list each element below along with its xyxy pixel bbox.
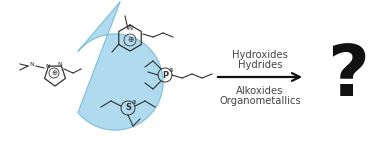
Text: N: N bbox=[127, 25, 133, 31]
Text: Hydroxides: Hydroxides bbox=[232, 50, 288, 60]
Text: N: N bbox=[46, 64, 50, 69]
Text: ⊕: ⊕ bbox=[51, 70, 57, 76]
Text: Alkoxides: Alkoxides bbox=[236, 86, 284, 96]
Text: ⊕: ⊕ bbox=[132, 100, 136, 105]
Text: ⊕: ⊕ bbox=[169, 68, 173, 72]
Polygon shape bbox=[78, 2, 163, 130]
Text: N: N bbox=[29, 63, 34, 68]
Text: Organometallics: Organometallics bbox=[219, 96, 301, 106]
Text: S: S bbox=[125, 103, 131, 112]
Text: N: N bbox=[57, 63, 62, 68]
Text: P: P bbox=[162, 70, 168, 80]
Text: Hydrides: Hydrides bbox=[238, 60, 282, 70]
Text: ⊕: ⊕ bbox=[127, 36, 133, 45]
Text: ?: ? bbox=[327, 42, 369, 111]
